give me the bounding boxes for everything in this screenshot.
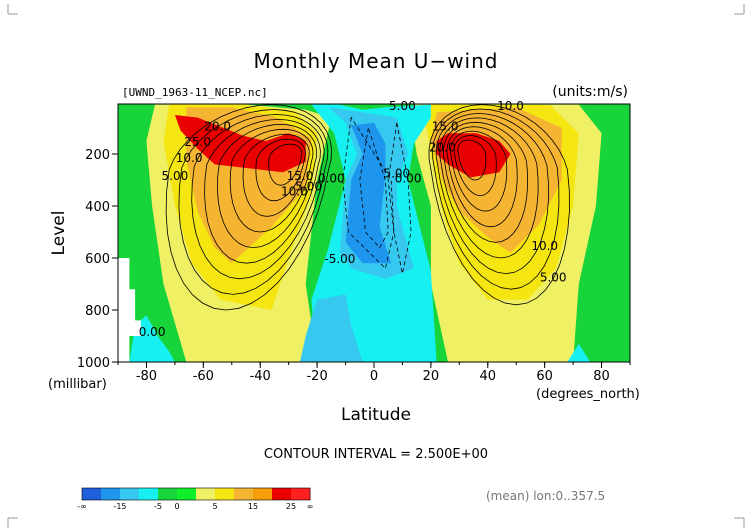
y-tick-label: 600: [85, 252, 110, 267]
contour-sh-2: [191, 114, 325, 280]
colorbar-label: ∞: [307, 502, 314, 511]
y-tick-label: 200: [85, 148, 110, 163]
contour-nh-6: [450, 130, 508, 212]
colorbar-label: -5: [154, 502, 162, 511]
band-blue-eq: [345, 122, 392, 264]
contour-nh-7: [453, 135, 497, 197]
colorbar-swatch: [234, 488, 254, 500]
x-tick-label: 0: [370, 369, 378, 384]
contour-nh-5: [446, 126, 518, 228]
contour-sh-6: [242, 133, 310, 217]
y-axis: 200 400 600 800 1000: [77, 148, 118, 371]
x-tick-label: 40: [480, 369, 497, 384]
x-tick-label: 60: [536, 369, 553, 384]
contour-nh-0: [428, 104, 570, 306]
contour-label-16: -5.00: [324, 252, 355, 266]
contour-label-17: 0.00: [139, 325, 166, 339]
colorbar-label: -∞: [77, 502, 87, 511]
y-tick-label: 1000: [77, 356, 110, 371]
y-tick-label: 800: [85, 304, 110, 319]
contour-negative-1: [359, 127, 389, 249]
contour-label-13: 20.0: [429, 140, 456, 154]
x-tick-label: 20: [423, 369, 440, 384]
contour-nh-8: [457, 139, 487, 181]
contour-negative-2: [387, 122, 412, 274]
colorbar-frame: [81, 487, 311, 501]
contour-sh-1: [178, 109, 329, 295]
colorbar-label: 25: [286, 502, 296, 511]
contour-sh-4: [216, 123, 318, 249]
contour-nh-4: [443, 121, 528, 243]
x-axis: -80 -60 -40 -20 0 20 40 60 80: [117, 362, 631, 384]
contour-label-15: 5.00: [540, 270, 567, 284]
colorbar-swatch: [82, 488, 102, 500]
contour-label-12: 15.0: [432, 120, 459, 134]
colorbar-swatch: [272, 488, 292, 500]
contour-label-6: 5.00: [295, 179, 322, 193]
contour-label-2: 10.0: [176, 151, 203, 165]
x-axis-label: Latitude: [341, 405, 411, 425]
missing-data-region: [118, 258, 141, 362]
x-tick-label: -40: [250, 369, 271, 384]
y-axis-label: Level: [49, 211, 69, 256]
contour-label-5: 10.0: [281, 185, 308, 199]
corner-marks: [7, 4, 745, 528]
colorbar-label: 0: [174, 502, 179, 511]
colorbar-swatch: [215, 488, 235, 500]
colorbar-swatch: [291, 488, 311, 500]
contour-nh-1: [432, 108, 560, 290]
band-lightblue-low: [300, 294, 363, 362]
contour-label-8: 5.00: [389, 99, 416, 113]
contour-sh-5: [229, 128, 314, 233]
contour-lines: [165, 104, 570, 311]
contour-interval: CONTOUR INTERVAL = 2.500E+00: [264, 447, 488, 462]
contour-label-4: 15.0: [287, 169, 314, 183]
chart-title: Monthly Mean U−wind: [254, 49, 499, 73]
contour-label-1: 25.0: [184, 135, 211, 149]
colorbar-swatch: [196, 488, 216, 500]
contour-label-7: 0.00: [318, 172, 345, 186]
contour-label-11: 10.0: [497, 99, 524, 113]
contour-sh-0: [165, 104, 333, 311]
colorbar-label: 5: [212, 502, 217, 511]
colorbar-swatch: [120, 488, 140, 500]
units-label: (units:m/s): [552, 84, 628, 100]
colorbar: -∞ -15 -5 0 5 15 25 ∞: [77, 487, 314, 511]
contour-label-9: 5.00: [383, 166, 410, 180]
contour-label-0: 20.0: [204, 120, 231, 134]
colorbar-swatch: [253, 488, 273, 500]
colorbar-label: -15: [113, 502, 126, 511]
colorbar-swatch: [139, 488, 159, 500]
contour-bands: [118, 104, 602, 362]
x-tick-label: 80: [593, 369, 610, 384]
contour-sh-7: [255, 138, 306, 202]
contour-plot: [118, 104, 630, 362]
contour-nh-3: [439, 117, 539, 259]
x-tick-label: -20: [306, 369, 327, 384]
band-cyan-nh-surface: [567, 343, 591, 362]
average-note: (mean) lon:0..357.5: [486, 489, 605, 503]
colorbar-swatch: [177, 488, 197, 500]
dataset-label: [UWND_1963-11_NCEP.nc]: [122, 86, 268, 99]
colorbar-swatch: [101, 488, 121, 500]
band-red-sh: [174, 115, 306, 173]
contour-sh-8: [268, 143, 303, 186]
y-axis-unit: (millibar): [48, 377, 107, 392]
y-tick-label: 400: [85, 200, 110, 215]
contour-nh-2: [435, 112, 549, 275]
contour-label-14: 10.0: [531, 239, 558, 253]
x-tick-label: -80: [136, 369, 157, 384]
contour-sh-3: [204, 118, 321, 264]
contour-label-3: 5.00: [162, 169, 189, 183]
x-axis-unit: (degrees_north): [536, 387, 640, 402]
contour-label-10: 0.00: [395, 172, 422, 186]
colorbar-swatch: [158, 488, 178, 500]
contour-labels: 20.025.010.05.00 15.010.05.000.005.005.00…: [139, 99, 567, 339]
colorbar-label: 15: [248, 502, 258, 511]
x-tick-label: -60: [193, 369, 214, 384]
